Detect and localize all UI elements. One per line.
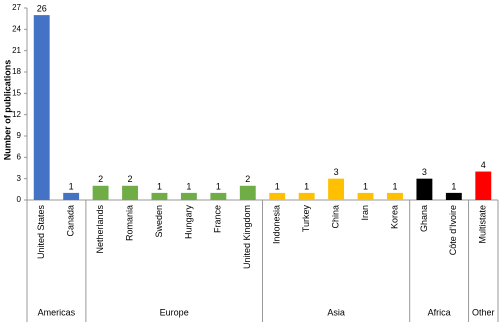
y-tick-label: 27	[12, 3, 21, 12]
value-label: 1	[69, 181, 74, 191]
bar	[122, 185, 138, 200]
x-tick-label: Ghana	[419, 205, 429, 232]
group-label: Asia	[327, 307, 345, 317]
value-label: 2	[128, 174, 133, 184]
x-tick-label: United States	[36, 205, 46, 260]
x-tick-label: Côte d'Ivoire	[448, 205, 458, 255]
x-tick-label: Hungary	[183, 205, 193, 240]
value-label: 1	[363, 181, 368, 191]
bar	[357, 192, 374, 200]
bar	[445, 192, 462, 200]
x-tick-label: Canada	[66, 205, 76, 237]
bar	[416, 178, 433, 200]
bar	[151, 192, 168, 200]
value-label: 1	[157, 181, 162, 191]
bar	[239, 185, 256, 200]
bar	[269, 192, 286, 200]
bar	[475, 171, 492, 200]
group-label: Other	[472, 307, 495, 317]
value-label: 1	[275, 181, 280, 191]
value-label: 2	[98, 174, 103, 184]
value-label: 4	[481, 160, 486, 170]
y-tick-label: 18	[12, 67, 21, 76]
x-tick-label: Turkey	[301, 205, 311, 233]
x-tick-label: France	[213, 205, 223, 233]
value-label: 1	[216, 181, 221, 191]
y-axis-title: Number of publications	[2, 60, 12, 161]
y-tick-label: 24	[12, 24, 21, 33]
bar	[298, 192, 315, 200]
group-label: Americas	[38, 307, 76, 317]
bar	[328, 178, 345, 200]
bar	[33, 15, 50, 200]
bar	[92, 185, 109, 200]
y-tick-label: 3	[17, 174, 22, 183]
x-tick-label: China	[330, 205, 340, 229]
y-tick-label: 21	[12, 46, 21, 55]
value-label: 2	[245, 174, 250, 184]
bar	[180, 192, 197, 200]
x-tick-label: Romania	[124, 205, 134, 241]
x-tick-label: United Kingdom	[242, 205, 252, 269]
x-tick-label: Sweden	[154, 205, 164, 238]
value-label: 1	[186, 181, 191, 191]
bar	[387, 192, 403, 200]
x-tick-label: Netherlands	[95, 205, 105, 254]
x-tick-label: Indonesia	[272, 205, 282, 244]
y-tick-label: 0	[17, 195, 22, 204]
x-tick-label: Korea	[389, 205, 399, 229]
value-label: 1	[392, 181, 397, 191]
value-label: 1	[451, 181, 456, 191]
value-label: 26	[37, 3, 47, 13]
value-label: 3	[422, 167, 427, 177]
x-tick-label: Multistate	[478, 205, 488, 244]
bar	[63, 192, 80, 200]
value-label: 1	[304, 181, 309, 191]
x-tick-label: Iran	[360, 205, 370, 221]
group-label: Africa	[428, 307, 451, 317]
y-tick-label: 15	[12, 88, 21, 97]
y-tick-label: 6	[17, 152, 22, 161]
y-tick-label: 9	[17, 131, 22, 140]
bar	[210, 192, 227, 200]
y-tick-label: 12	[12, 110, 21, 119]
value-label: 3	[334, 167, 339, 177]
group-label: Europe	[160, 307, 189, 317]
